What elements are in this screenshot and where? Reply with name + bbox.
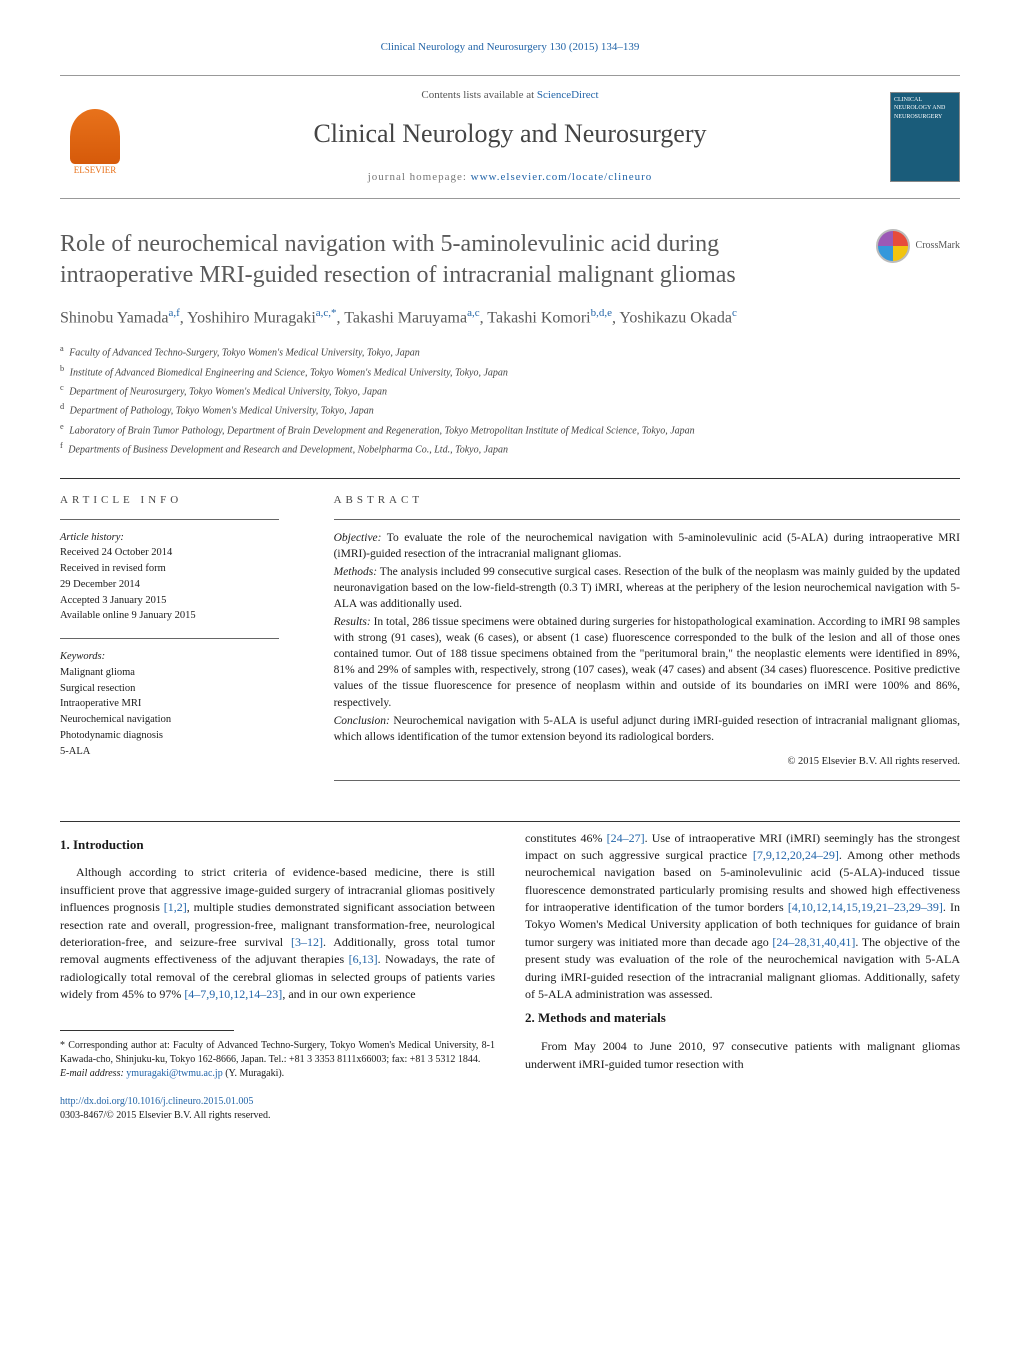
sciencedirect-link[interactable]: ScienceDirect — [537, 89, 599, 101]
divider — [60, 638, 279, 639]
footnote-separator — [60, 1030, 234, 1031]
citation-link[interactable]: Clinical Neurology and Neurosurgery 130 … — [381, 41, 640, 53]
keyword-item: 5-ALA — [60, 744, 304, 760]
crossmark-badge[interactable]: CrossMark — [876, 229, 960, 263]
intro-paragraph-cont: constitutes 46% [24–27]. Use of intraope… — [525, 830, 960, 1004]
affiliation-item: a Faculty of Advanced Techno-Surgery, To… — [60, 342, 960, 361]
divider — [334, 780, 960, 781]
history-line: Received in revised form — [60, 561, 304, 577]
keyword-item: Intraoperative MRI — [60, 696, 304, 712]
history-line: Accepted 3 January 2015 — [60, 593, 304, 609]
methods-paragraph: From May 2004 to June 2010, 97 consecuti… — [525, 1038, 960, 1073]
journal-header: ELSEVIER Contents lists available at Sci… — [60, 75, 960, 198]
ref-link[interactable]: [1,2] — [164, 900, 187, 914]
keyword-item: Malignant glioma — [60, 665, 304, 681]
divider — [60, 478, 960, 479]
ref-link[interactable]: [24–27] — [607, 831, 645, 845]
journal-name: Clinical Neurology and Neurosurgery — [130, 116, 890, 152]
intro-heading: 1. Introduction — [60, 836, 495, 855]
abstract-results: Results: In total, 286 tissue specimens … — [334, 614, 960, 711]
keyword-item: Photodynamic diagnosis — [60, 728, 304, 744]
corresponding-email-link[interactable]: ymuragaki@twmu.ac.jp — [126, 1068, 222, 1079]
elsevier-logo[interactable]: ELSEVIER — [60, 97, 130, 177]
history-line: Available online 9 January 2015 — [60, 608, 304, 624]
ref-link[interactable]: [24–28,31,40,41] — [772, 935, 855, 949]
doi-link[interactable]: http://dx.doi.org/10.1016/j.clineuro.201… — [60, 1096, 253, 1107]
elsevier-tree-icon — [70, 109, 120, 164]
affiliations-list: a Faculty of Advanced Techno-Surgery, To… — [60, 342, 960, 458]
journal-cover-thumbnail[interactable]: CLINICAL NEUROLOGY AND NEUROSURGERY — [890, 92, 960, 182]
abstract-methods: Methods: The analysis included 99 consec… — [334, 564, 960, 612]
ref-link[interactable]: [4–7,9,10,12,14–23] — [184, 987, 282, 1001]
affiliation-item: e Laboratory of Brain Tumor Pathology, D… — [60, 420, 960, 439]
abstract-heading: ABSTRACT — [334, 493, 960, 508]
affiliation-item: c Department of Neurosurgery, Tokyo Wome… — [60, 381, 960, 400]
journal-homepage: journal homepage: www.elsevier.com/locat… — [130, 170, 890, 185]
contents-available: Contents lists available at ScienceDirec… — [130, 88, 890, 103]
article-title: Role of neurochemical navigation with 5-… — [60, 229, 876, 291]
divider — [334, 519, 960, 520]
author-list: Shinobu Yamadaa,f, Yoshihiro Muragakia,c… — [60, 305, 960, 330]
divider — [60, 821, 960, 822]
doi-block: http://dx.doi.org/10.1016/j.clineuro.201… — [60, 1095, 495, 1124]
ref-link[interactable]: [3–12] — [291, 935, 323, 949]
affiliation-item: b Institute of Advanced Biomedical Engin… — [60, 362, 960, 381]
abstract-conclusion: Conclusion: Neurochemical navigation wit… — [334, 713, 960, 745]
abstract-copyright: © 2015 Elsevier B.V. All rights reserved… — [334, 755, 960, 770]
ref-link[interactable]: [6,13] — [349, 952, 378, 966]
homepage-link[interactable]: www.elsevier.com/locate/clineuro — [471, 171, 653, 183]
article-info-heading: ARTICLE INFO — [60, 493, 304, 508]
methods-heading: 2. Methods and materials — [525, 1009, 960, 1028]
corresponding-author-footnote: * Corresponding author at: Faculty of Ad… — [60, 1039, 495, 1081]
ref-link[interactable]: [4,10,12,14,15,19,21–23,29–39] — [788, 900, 943, 914]
keyword-item: Surgical resection — [60, 681, 304, 697]
history-line: Received 24 October 2014 — [60, 545, 304, 561]
keywords-block: Keywords: Malignant gliomaSurgical resec… — [60, 649, 304, 759]
abstract-objective: Objective: To evaluate the role of the n… — [334, 530, 960, 562]
affiliation-item: f Departments of Business Development an… — [60, 439, 960, 458]
crossmark-icon — [876, 229, 910, 263]
divider — [60, 519, 279, 520]
affiliation-item: d Department of Pathology, Tokyo Women's… — [60, 400, 960, 419]
keyword-item: Neurochemical navigation — [60, 712, 304, 728]
article-history: Article history: Received 24 October 201… — [60, 530, 304, 625]
intro-paragraph: Although according to strict criteria of… — [60, 864, 495, 1003]
ref-link[interactable]: [7,9,12,20,24–29] — [753, 848, 839, 862]
journal-citation: Clinical Neurology and Neurosurgery 130 … — [60, 40, 960, 55]
history-line: 29 December 2014 — [60, 577, 304, 593]
